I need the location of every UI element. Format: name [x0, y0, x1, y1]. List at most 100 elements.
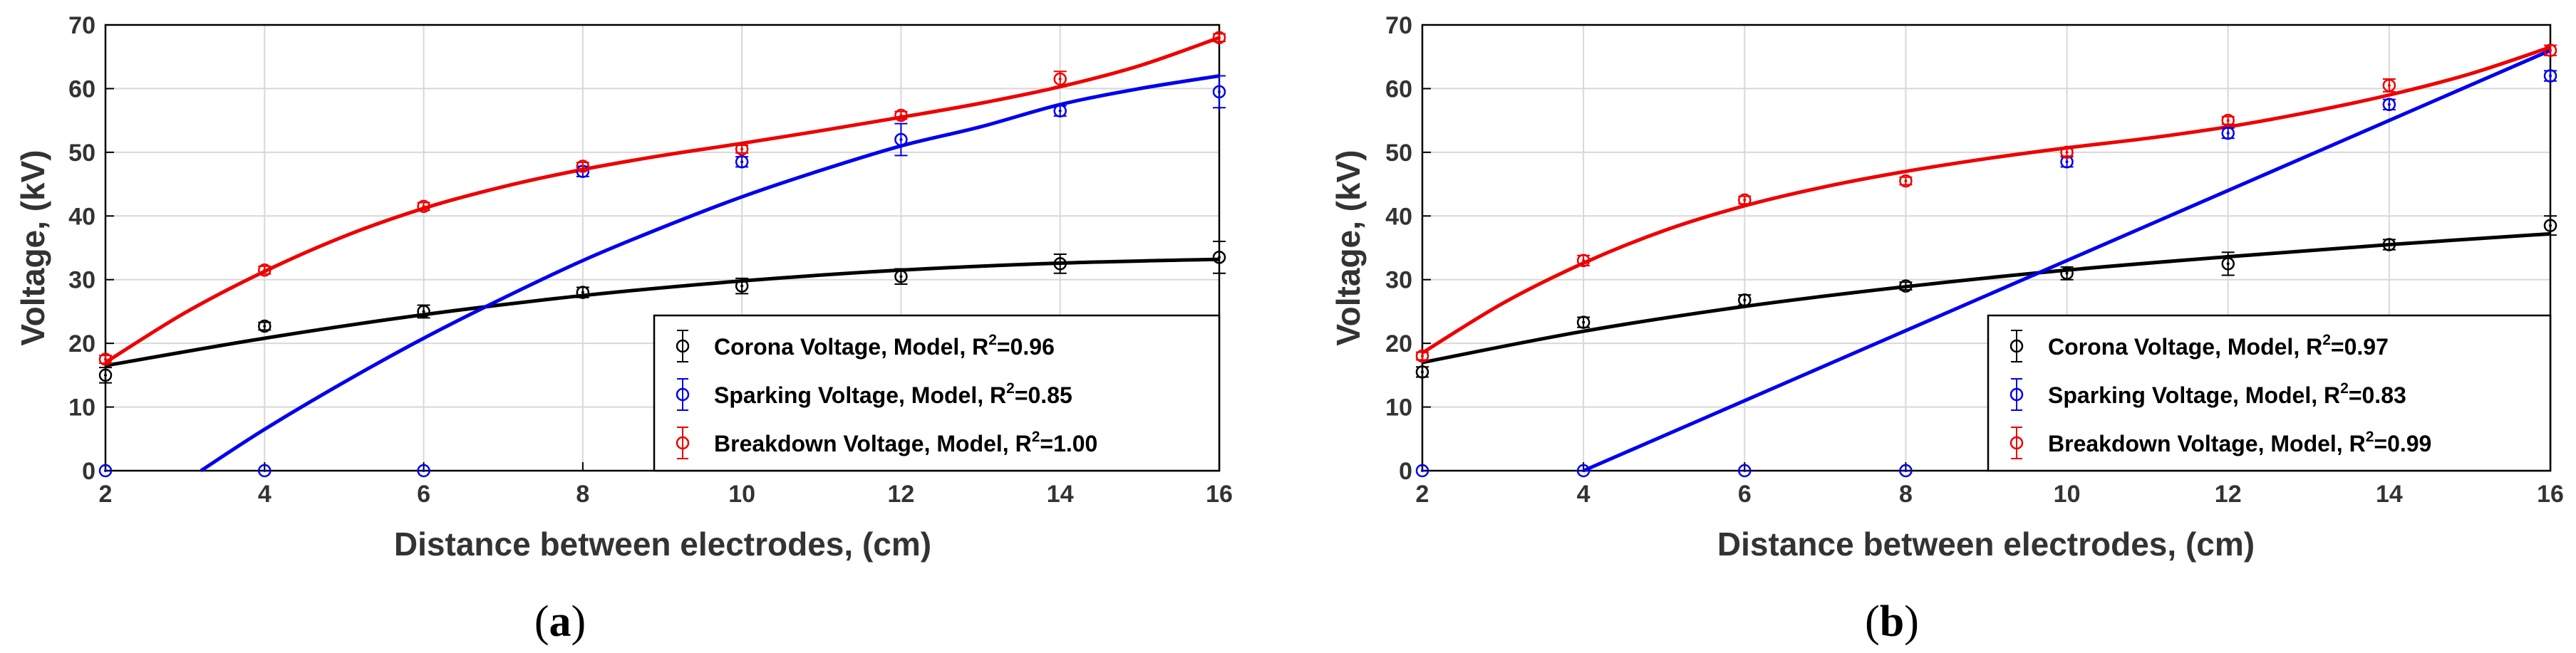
- marker-sparking-b-6: [2382, 98, 2396, 112]
- marker-dot-sparking-b-7: [2549, 74, 2552, 78]
- data-point-breakdown-b-4: [2060, 145, 2074, 160]
- data-point-corona-a-4: [735, 277, 749, 295]
- legend-marker-sparking-a: [676, 387, 690, 402]
- data-point-corona-a-1: [258, 319, 271, 333]
- data-point-sparking-a-0: [98, 464, 113, 478]
- x-tick-label-a-3: 8: [576, 481, 589, 508]
- marker-corona-a-0: [98, 368, 113, 382]
- marker-dot-sparking-b-4: [2065, 160, 2069, 164]
- data-point-corona-b-6: [2382, 238, 2396, 251]
- marker-breakdown-a-2: [417, 199, 430, 214]
- y-tick-label-a-6: 60: [68, 75, 95, 103]
- marker-dot-sparking-b-1: [1582, 469, 1586, 472]
- marker-dot-corona-a-5: [899, 275, 903, 278]
- y-tick-label-b-7: 70: [1385, 12, 1412, 39]
- marker-dot-breakdown-b-6: [2387, 83, 2391, 87]
- marker-corona-b-2: [1738, 293, 1752, 307]
- data-point-breakdown-b-3: [1899, 174, 1913, 188]
- marker-sparking-a-5: [894, 132, 908, 147]
- legend-label-breakdown-a: Breakdown Voltage, Model, R2=1.00: [714, 429, 1097, 456]
- data-point-breakdown-a-0: [98, 352, 113, 366]
- marker-sparking-b-2: [1738, 464, 1752, 478]
- x-tick-label-a-6: 14: [1047, 481, 1074, 508]
- marker-corona-b-1: [1576, 315, 1590, 329]
- legend-entry-breakdown-b: Breakdown Voltage, Model, R2=0.99: [2009, 427, 2431, 459]
- marker-dot-breakdown-a-5: [899, 113, 903, 117]
- marker-dot-breakdown-a-0: [104, 357, 107, 361]
- legend-marker-breakdown-a: [676, 436, 690, 450]
- marker-dot-corona-b-4: [2065, 271, 2069, 275]
- x-axis-label-b: Distance between electrodes, (cm): [1717, 526, 2255, 563]
- legend-a: Corona Voltage, Model, R2=0.96 Sparking V…: [653, 314, 1221, 472]
- marker-corona-a-1: [258, 319, 271, 333]
- data-point-sparking-a-2: [417, 464, 430, 478]
- y-tick-label-a-4: 40: [68, 203, 95, 230]
- model-line-corona-b: [1422, 231, 2551, 365]
- data-point-sparking-b-1: [1576, 464, 1590, 478]
- legend-marker-sparking-b: [2009, 387, 2024, 402]
- marker-corona-b-5: [2221, 257, 2235, 271]
- data-point-corona-a-5: [894, 268, 908, 285]
- marker-corona-b-7: [2543, 219, 2557, 232]
- x-tick-label-b-7: 16: [2537, 481, 2564, 508]
- data-point-breakdown-a-6: [1053, 70, 1067, 88]
- marker-dot-corona-b-0: [1421, 370, 1424, 374]
- panel-letter-a: a: [549, 597, 571, 646]
- legend-label-sparking-b: Sparking Voltage, Model, R2=0.83: [2048, 380, 2406, 408]
- legend-label-corona-b: Corona Voltage, Model, R2=0.97: [2048, 332, 2389, 360]
- data-point-breakdown-b-6: [2382, 78, 2396, 93]
- model-line-breakdown-b: [1421, 45, 2551, 355]
- marker-dot-corona-b-5: [2226, 262, 2230, 266]
- marker-breakdown-a-5: [894, 108, 908, 122]
- x-axis-label-a: Distance between electrodes, (cm): [394, 526, 931, 563]
- legend-box-a: [653, 314, 1221, 472]
- marker-dot-sparking-a-5: [899, 137, 903, 141]
- data-point-breakdown-b-1: [1576, 254, 1590, 268]
- x-tick-label-b-0: 2: [1416, 481, 1429, 508]
- marker-dot-breakdown-b-7: [2549, 48, 2552, 52]
- marker-corona-b-3: [1899, 279, 1913, 293]
- data-point-breakdown-a-2: [417, 199, 430, 214]
- marker-sparking-a-0: [98, 464, 113, 478]
- data-point-sparking-a-6: [1053, 104, 1067, 117]
- marker-dot-breakdown-a-6: [1058, 78, 1062, 81]
- legend-label-corona-a: Corona Voltage, Model, R2=0.96: [714, 332, 1055, 360]
- x-tick-label-a-5: 12: [888, 481, 915, 508]
- data-point-sparking-a-7: [1212, 75, 1226, 109]
- marker-dot-breakdown-b-1: [1582, 258, 1586, 262]
- data-point-sparking-a-5: [894, 122, 908, 157]
- marker-sparking-a-6: [1053, 104, 1067, 117]
- marker-sparking-b-0: [1415, 464, 1429, 478]
- legend-label-sparking-a: Sparking Voltage, Model, R2=0.85: [714, 380, 1072, 408]
- marker-dot-corona-b-6: [2387, 243, 2391, 246]
- data-point-breakdown-a-7: [1212, 31, 1226, 45]
- marker-dot-corona-b-2: [1743, 298, 1747, 302]
- marker-dot-breakdown-a-2: [422, 204, 425, 208]
- marker-sparking-b-1: [1576, 464, 1590, 478]
- marker-dot-corona-a-4: [740, 284, 744, 288]
- y-tick-label-b-4: 40: [1385, 203, 1412, 230]
- marker-dot-sparking-a-4: [740, 160, 744, 164]
- marker-dot-sparking-a-7: [1218, 90, 1221, 93]
- marker-breakdown-a-7: [1212, 31, 1226, 45]
- data-point-breakdown-a-3: [576, 160, 590, 173]
- x-tick-label-b-2: 6: [1738, 481, 1752, 508]
- y-axis-label-a: Voltage, (kV): [14, 150, 51, 345]
- marker-sparking-a-1: [258, 464, 271, 478]
- marker-corona-a-7: [1212, 251, 1226, 264]
- panel-letter-b: b: [1880, 597, 1904, 646]
- panel-label-a: (a): [534, 597, 586, 646]
- data-point-sparking-b-3: [1899, 464, 1913, 478]
- data-point-sparking-a-4: [735, 155, 749, 169]
- model-line-breakdown-a: [104, 36, 1220, 365]
- x-tick-label-a-7: 16: [1206, 481, 1233, 508]
- marker-breakdown-b-6: [2382, 78, 2396, 93]
- marker-dot-corona-a-3: [581, 291, 584, 294]
- marker-corona-b-0: [1415, 365, 1429, 379]
- data-point-corona-b-0: [1415, 365, 1429, 379]
- marker-sparking-b-5: [2221, 126, 2235, 140]
- x-tick-label-b-4: 10: [2054, 481, 2081, 508]
- data-point-sparking-b-7: [2543, 69, 2557, 83]
- y-tick-label-b-1: 10: [1385, 395, 1412, 422]
